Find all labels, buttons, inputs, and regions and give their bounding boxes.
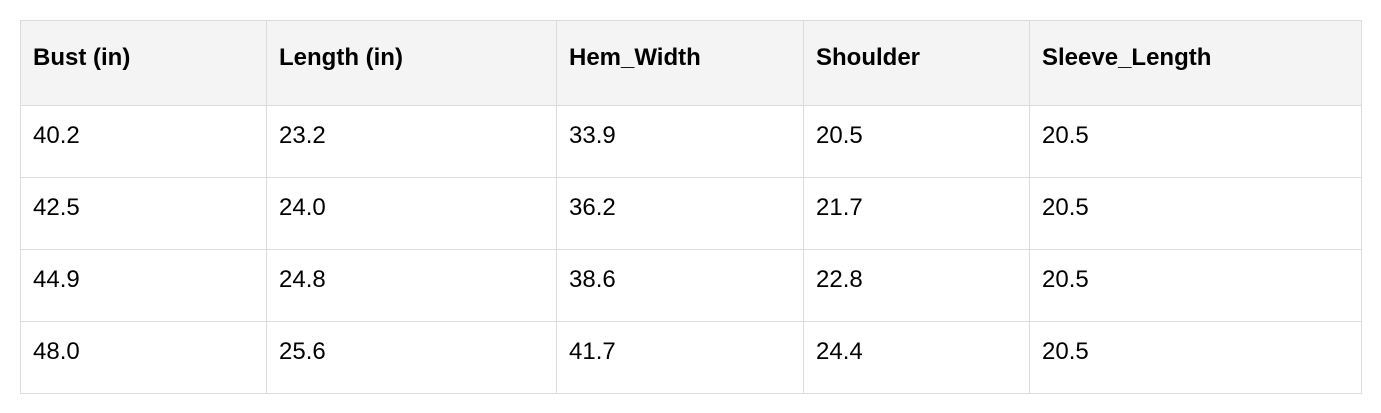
header-bust: Bust (in) bbox=[20, 20, 267, 106]
cell: 38.6 bbox=[556, 249, 804, 322]
cell: 22.8 bbox=[803, 249, 1030, 322]
cell: 23.2 bbox=[266, 105, 557, 178]
cell: 20.5 bbox=[1029, 249, 1362, 322]
cell: 33.9 bbox=[556, 105, 804, 178]
cell: 41.7 bbox=[556, 321, 804, 394]
cell: 21.7 bbox=[803, 177, 1030, 250]
table-row: 42.5 24.0 36.2 21.7 20.5 bbox=[20, 177, 1362, 250]
cell: 48.0 bbox=[20, 321, 267, 394]
cell: 44.9 bbox=[20, 249, 267, 322]
header-shoulder: Shoulder bbox=[803, 20, 1030, 106]
cell: 25.6 bbox=[266, 321, 557, 394]
cell: 24.4 bbox=[803, 321, 1030, 394]
cell: 42.5 bbox=[20, 177, 267, 250]
cell: 20.5 bbox=[1029, 177, 1362, 250]
cell: 20.5 bbox=[1029, 105, 1362, 178]
cell: 20.5 bbox=[1029, 321, 1362, 394]
cell: 20.5 bbox=[803, 105, 1030, 178]
header-sleeve-length: Sleeve_Length bbox=[1029, 20, 1362, 106]
cell: 40.2 bbox=[20, 105, 267, 178]
header-length: Length (in) bbox=[266, 20, 557, 106]
header-hem-width: Hem_Width bbox=[556, 20, 804, 106]
cell: 24.0 bbox=[266, 177, 557, 250]
table-row: 44.9 24.8 38.6 22.8 20.5 bbox=[20, 249, 1362, 322]
table-row: 40.2 23.2 33.9 20.5 20.5 bbox=[20, 105, 1362, 178]
header-row: Bust (in) Length (in) Hem_Width Shoulder… bbox=[20, 20, 1362, 106]
cell: 24.8 bbox=[266, 249, 557, 322]
size-chart-table: Bust (in) Length (in) Hem_Width Shoulder… bbox=[20, 20, 1362, 394]
cell: 36.2 bbox=[556, 177, 804, 250]
table-row: 48.0 25.6 41.7 24.4 20.5 bbox=[20, 321, 1362, 394]
